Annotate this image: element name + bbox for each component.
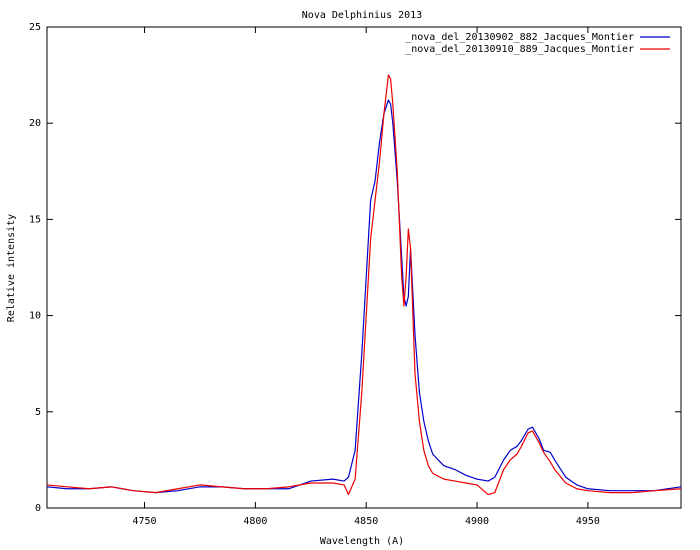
y-tick-label: 25	[29, 22, 41, 33]
y-tick-label: 5	[35, 407, 41, 418]
x-tick-label: 4850	[354, 516, 378, 527]
y-tick-label: 15	[29, 214, 41, 225]
y-axis-label: Relative intensity	[6, 214, 17, 322]
chart-title: Nova Delphinius 2013	[302, 10, 422, 21]
legend-label: _nova_del_20130902_882_Jacques_Montier	[405, 32, 634, 43]
x-tick-label: 4750	[132, 516, 156, 527]
y-tick-label: 0	[35, 503, 41, 514]
legend-label: _nova_del_20130910_889_Jacques_Montier	[405, 44, 634, 55]
x-tick-label: 4900	[465, 516, 489, 527]
x-tick-label: 4950	[576, 516, 600, 527]
data-line	[46, 74, 682, 496]
plot-frame	[46, 26, 682, 509]
y-tick-label: 10	[29, 311, 41, 322]
y-tick-label: 20	[29, 118, 41, 129]
x-axis-label: Wavelength (A)	[320, 536, 404, 547]
x-tick-label: 4800	[243, 516, 267, 527]
